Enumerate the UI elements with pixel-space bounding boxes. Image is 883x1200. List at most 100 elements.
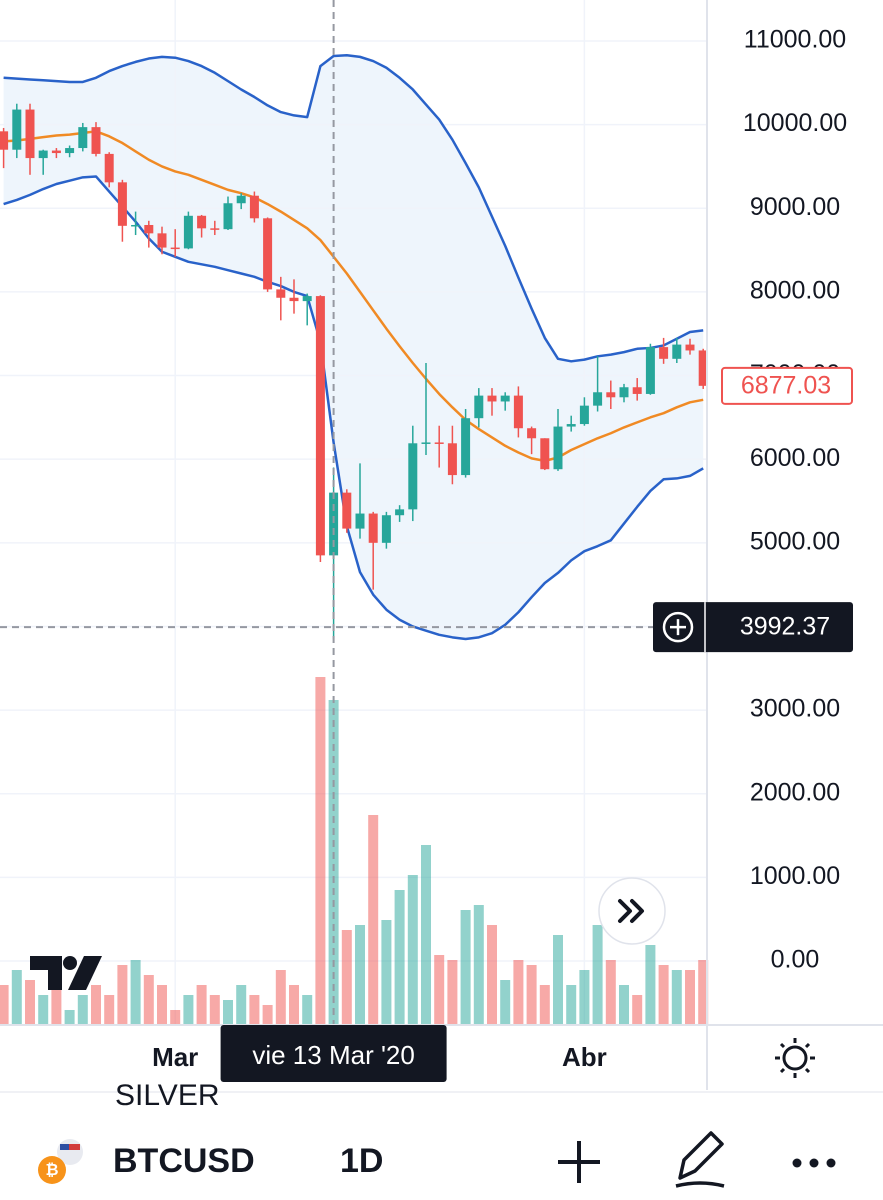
volume-bar bbox=[183, 995, 194, 1025]
volume-bar bbox=[368, 815, 379, 1025]
price-labels: 3992.37 6877.03 bbox=[653, 366, 853, 653]
candle-body bbox=[500, 395, 510, 402]
volume-layer bbox=[0, 677, 709, 1025]
drawing-tool-button[interactable] bbox=[675, 1131, 725, 1188]
candle-body bbox=[421, 442, 431, 444]
candle-body bbox=[447, 443, 457, 476]
volume-bar bbox=[38, 995, 49, 1025]
candle-body bbox=[91, 127, 101, 154]
volume-bar bbox=[117, 965, 128, 1025]
volume-bar bbox=[685, 970, 695, 1025]
crosshair-price-box bbox=[653, 602, 853, 653]
candle-body bbox=[183, 215, 193, 249]
settings-icon[interactable] bbox=[775, 1038, 815, 1078]
band-fill-layer bbox=[3, 55, 704, 640]
volume-bar bbox=[460, 910, 471, 1025]
candle-body bbox=[461, 418, 471, 476]
volume-bar bbox=[526, 965, 537, 1025]
candle-body bbox=[513, 395, 523, 429]
volume-bar bbox=[196, 985, 207, 1025]
volume-bar bbox=[170, 1010, 181, 1025]
scroll-to-realtime-button[interactable] bbox=[598, 877, 666, 945]
volume-bar bbox=[355, 925, 365, 1025]
volume-bar bbox=[104, 995, 115, 1025]
add-button[interactable] bbox=[558, 1141, 600, 1183]
volume-bar bbox=[223, 1000, 233, 1025]
candle-body bbox=[51, 150, 61, 154]
candle-body bbox=[0, 131, 9, 150]
volume-bar bbox=[328, 700, 339, 1025]
y-tick-label: 3000.00 bbox=[750, 695, 840, 723]
x-tick-label: Mar bbox=[152, 1042, 198, 1072]
candle-body bbox=[236, 195, 246, 204]
volume-bar bbox=[341, 930, 352, 1025]
volume-bar bbox=[289, 985, 299, 1025]
crosshair-layer bbox=[0, 0, 707, 1025]
band-fill bbox=[3, 55, 704, 640]
candle-body bbox=[342, 492, 352, 529]
volume-bar bbox=[421, 845, 431, 1025]
candle-body bbox=[566, 424, 576, 427]
candle-body bbox=[104, 153, 114, 183]
bollinger-upper bbox=[3, 53, 704, 363]
volume-bar bbox=[315, 677, 326, 1025]
volume-bar bbox=[605, 960, 616, 1025]
candle-body bbox=[645, 347, 655, 394]
candle-body bbox=[368, 513, 378, 543]
volume-bar bbox=[579, 970, 590, 1025]
volume-bar bbox=[262, 1005, 273, 1025]
more-button[interactable] bbox=[792, 1158, 836, 1168]
candle-body bbox=[223, 203, 233, 230]
candle-body bbox=[540, 438, 550, 470]
volume-bar bbox=[275, 970, 286, 1025]
volume-bar bbox=[394, 890, 405, 1025]
candle-body bbox=[25, 109, 35, 159]
candle-body bbox=[487, 395, 497, 402]
ghost-text: SILVER bbox=[115, 1079, 220, 1112]
y-tick-label: 2000.00 bbox=[750, 778, 840, 806]
crosshair-price-label: 3992.37 bbox=[740, 613, 830, 641]
volume-bar bbox=[143, 975, 154, 1025]
volume-bar bbox=[130, 960, 141, 1025]
volume-bar bbox=[619, 985, 629, 1025]
symbol-name[interactable]: BTCUSD bbox=[113, 1142, 255, 1180]
bollinger-middle bbox=[3, 130, 704, 463]
volume-bar bbox=[236, 985, 247, 1025]
volume-bar bbox=[407, 875, 418, 1025]
candle-body bbox=[381, 515, 391, 543]
volume-bar bbox=[671, 970, 682, 1025]
volume-bar bbox=[302, 995, 313, 1025]
candle-body bbox=[355, 513, 365, 529]
volume-bar bbox=[25, 980, 35, 1025]
y-tick-label: 6000.00 bbox=[750, 444, 840, 472]
candle-body bbox=[170, 247, 180, 250]
last-price-box bbox=[721, 366, 853, 405]
candle-body bbox=[408, 443, 418, 510]
x-tick-label: Abr bbox=[562, 1042, 607, 1072]
volume-bar bbox=[64, 1010, 75, 1025]
candle-body bbox=[78, 127, 88, 149]
add-alert-plus[interactable] bbox=[670, 619, 686, 636]
candle-body bbox=[698, 350, 708, 386]
y-tick-label: 11000.00 bbox=[744, 26, 846, 54]
candle-body bbox=[553, 426, 563, 470]
candle-body bbox=[632, 387, 642, 394]
y-tick-label: 0.00 bbox=[771, 946, 820, 974]
y-tick-label: 5000.00 bbox=[750, 527, 840, 555]
candle-body bbox=[12, 109, 22, 150]
candle-body bbox=[197, 215, 207, 229]
y-tick-label: 8000.00 bbox=[750, 277, 840, 305]
y-tick-label: 1000.00 bbox=[750, 862, 840, 890]
candle-body bbox=[38, 150, 48, 159]
candle-body bbox=[659, 347, 669, 359]
candle-body bbox=[65, 148, 75, 154]
volume-bar bbox=[157, 985, 167, 1025]
candle-body bbox=[263, 218, 273, 290]
interval[interactable]: 1D bbox=[340, 1142, 383, 1180]
candle-body bbox=[474, 395, 484, 419]
last-price-label: 6877.03 bbox=[741, 371, 831, 399]
y-tick-label: 9000.00 bbox=[750, 193, 840, 221]
add-alert-icon[interactable] bbox=[662, 611, 694, 643]
